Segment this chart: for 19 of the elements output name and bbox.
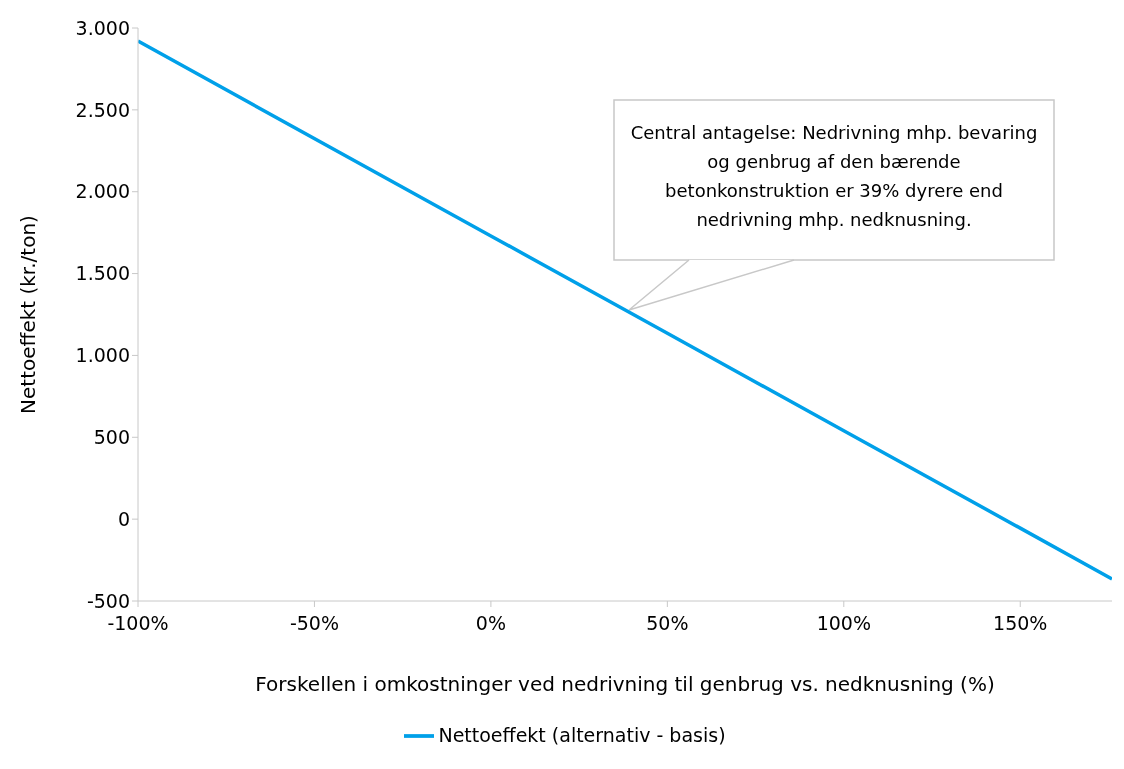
y-tick-label: 0 [117,507,130,530]
y-tick-label: 500 [93,426,130,449]
legend-label: Nettoeffekt (alternativ - basis) [438,723,726,746]
y-axis-title: Nettoeffekt (kr./ton) [16,215,41,414]
y-tick-label: 1.000 [75,344,130,367]
y-tick-label: 2.500 [75,98,130,121]
x-tick-label: -50% [289,612,339,635]
x-tick-label: -100% [107,612,169,635]
x-tick-label: 150% [993,612,1048,635]
annotation: Central antagelse: Nedrivning mhp. bevaring og genbrug af den bærende betonkonstruktion er 39% dyrere end nedrivning mhp. nedknusning. [629,121,1039,232]
x-tick-label: 50% [646,612,689,635]
y-tick-label: 2.000 [75,180,130,203]
y-tick-label: 3.000 [75,16,130,39]
y-tick-label: 1.500 [75,262,130,285]
line-series [138,39,1112,581]
y-tick-label: -500 [86,589,130,612]
x-tick-label: 100% [816,612,871,635]
x-tick-label: 0% [475,612,506,635]
x-axis-title: Forskellen i omkostninger ved nedrivning til genbrug vs. nedknusning (%) [255,672,995,696]
